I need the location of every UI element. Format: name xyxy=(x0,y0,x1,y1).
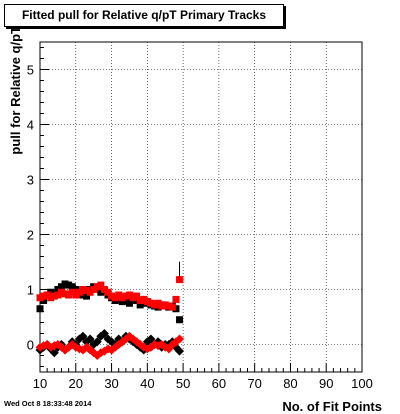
data-point xyxy=(154,299,162,307)
timestamp: Wed Oct 8 18:33:48 2014 xyxy=(4,399,92,408)
y-tick-label: 0 xyxy=(27,338,34,353)
data-point xyxy=(115,291,123,299)
data-point xyxy=(83,287,91,295)
data-point xyxy=(92,337,102,347)
data-point xyxy=(176,316,184,324)
data-point xyxy=(75,288,83,296)
x-tick-label: 20 xyxy=(69,376,83,391)
data-point xyxy=(158,302,166,310)
data-point xyxy=(36,305,44,313)
x-tick-label: 10 xyxy=(33,376,47,391)
data-point xyxy=(125,299,133,307)
data-point xyxy=(93,283,101,291)
axis-ticks xyxy=(39,47,363,372)
data-point xyxy=(54,291,62,299)
tick-labels: 10 20 30 40 50 60 70 80 90 100 0 1 2 3 4 5 xyxy=(27,63,373,392)
data-point xyxy=(97,288,105,296)
data-point xyxy=(111,294,119,302)
data-point xyxy=(40,297,48,304)
data-point xyxy=(65,281,73,289)
x-tick-label: 70 xyxy=(247,376,261,391)
data-point xyxy=(104,288,112,296)
data-point xyxy=(118,294,126,302)
data-point xyxy=(85,334,95,344)
data-point xyxy=(90,286,98,293)
data-point xyxy=(61,280,69,288)
data-point xyxy=(54,286,62,293)
data-point xyxy=(78,331,88,341)
data-point xyxy=(40,292,48,300)
x-tick-label: 30 xyxy=(104,376,118,391)
data-point xyxy=(175,334,185,344)
y-tick-label: 5 xyxy=(27,63,34,78)
y-tick-label: 2 xyxy=(27,228,34,243)
data-point xyxy=(122,297,130,304)
data-point xyxy=(68,283,76,291)
y-tick-label: 4 xyxy=(27,118,34,133)
data-point xyxy=(136,301,144,309)
data-series xyxy=(35,261,185,360)
data-point xyxy=(43,291,51,299)
series-4 xyxy=(35,331,185,360)
x-tick-label: 80 xyxy=(283,376,297,391)
x-tick-label: 60 xyxy=(212,376,226,391)
data-point xyxy=(57,288,65,296)
data-point xyxy=(172,305,180,313)
data-point xyxy=(122,292,130,300)
x-tick-label: 50 xyxy=(176,376,190,391)
data-point xyxy=(72,286,80,293)
data-point xyxy=(150,301,158,309)
data-point xyxy=(97,281,105,289)
x-tick-label: 40 xyxy=(140,376,154,391)
data-point xyxy=(68,288,76,296)
y-axis-label: pull for Relative q/pT xyxy=(8,26,23,155)
data-point xyxy=(168,303,176,311)
x-axis-label: No. of Fit Points xyxy=(282,399,382,414)
data-point xyxy=(86,288,94,296)
data-point xyxy=(136,297,144,304)
data-point xyxy=(108,292,116,300)
data-point xyxy=(125,291,133,299)
data-point xyxy=(115,295,123,303)
data-point xyxy=(65,291,73,299)
data-point xyxy=(172,295,180,303)
data-point xyxy=(49,348,59,358)
data-point xyxy=(79,286,87,293)
y-tick-label: 1 xyxy=(27,283,34,298)
data-point xyxy=(100,286,108,293)
data-point xyxy=(146,334,156,344)
data-point xyxy=(36,294,44,302)
y-tick-label: 3 xyxy=(27,173,34,188)
data-point xyxy=(161,301,169,309)
data-point xyxy=(129,294,137,302)
data-point xyxy=(57,283,65,291)
x-tick-label: 100 xyxy=(351,376,373,391)
x-tick-label: 90 xyxy=(319,376,333,391)
data-point xyxy=(61,290,69,298)
data-point xyxy=(47,294,55,302)
data-point xyxy=(79,291,87,299)
chart-title: Fitted pull for Relative q/pT Primary Tr… xyxy=(4,4,284,27)
data-point xyxy=(72,291,80,299)
plot-frame xyxy=(39,41,363,373)
data-point xyxy=(83,292,91,300)
data-point xyxy=(133,297,141,304)
data-point xyxy=(147,299,155,307)
data-point xyxy=(140,295,148,303)
data-point xyxy=(47,288,55,296)
data-point xyxy=(143,298,151,306)
data-point xyxy=(165,302,173,310)
data-point xyxy=(50,292,58,300)
data-point xyxy=(118,298,126,306)
data-point xyxy=(140,299,148,307)
grid-lines xyxy=(40,42,362,372)
data-point xyxy=(175,346,185,356)
data-point xyxy=(99,329,109,338)
series-2 xyxy=(36,276,184,311)
data-point xyxy=(133,292,141,300)
data-point xyxy=(154,303,162,311)
